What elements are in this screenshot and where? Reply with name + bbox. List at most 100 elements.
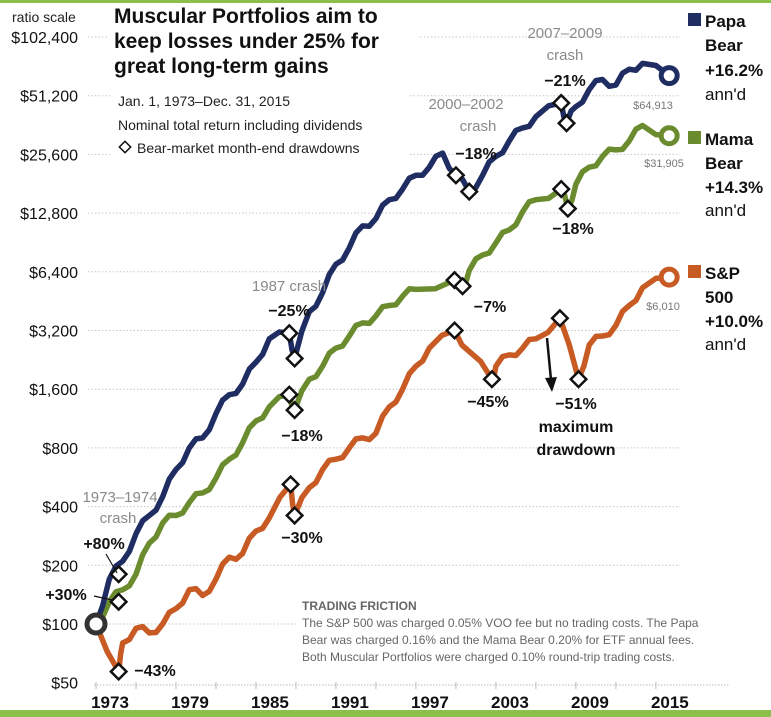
- top-border: [0, 0, 771, 3]
- legend-swatch-mama: [688, 131, 701, 144]
- legend-mama-line1: Mama: [705, 130, 754, 149]
- legend-papa-line2: Bear: [705, 36, 743, 55]
- annotation-minus51: −51%: [555, 396, 596, 413]
- drawdown-diamond: [285, 505, 305, 526]
- x-tick-label: 1979: [171, 693, 209, 712]
- end-point-marker: [658, 65, 680, 87]
- drawdown-diamond: [557, 113, 577, 133]
- annotation-crash-2000: 2000–2002: [428, 96, 503, 113]
- annotation-minus43: −43%: [134, 663, 175, 680]
- annotation-crash-1987: 1987 crash: [252, 278, 326, 295]
- legend-mama-return: +14.3%: [705, 178, 763, 197]
- x-tick-label: 2003: [491, 693, 529, 712]
- title-backdrop: [108, 4, 418, 84]
- end-value-papa: $64,913: [633, 100, 673, 112]
- drawdown-diamond: [281, 474, 301, 494]
- series-line-s-p-500: [93, 274, 672, 675]
- y-tick-label: $25,600: [20, 147, 78, 164]
- annotation-minus30: −30%: [281, 530, 322, 547]
- footnote-line-3: Both Muscular Portfolios were charged 0.…: [302, 650, 675, 664]
- subtitle-return-note: Nominal total return including dividends: [118, 117, 362, 133]
- drawdown-diamond: [279, 385, 299, 405]
- chart-title-line-1: Muscular Portfolios aim to: [114, 5, 378, 28]
- drawdown-diamond: [453, 276, 473, 296]
- y-tick-label: $1,600: [29, 382, 78, 399]
- x-tick-label: 1985: [251, 693, 289, 712]
- end-value-mama: $31,905: [644, 158, 684, 170]
- footnote-heading: TRADING FRICTION: [302, 599, 417, 613]
- legend-mama-line2: Bear: [705, 154, 743, 173]
- legend-swatch-papa: [688, 13, 701, 26]
- drawdown-diamond: [550, 308, 570, 328]
- drawdown-markers: [109, 93, 589, 682]
- annotation-crash-2007: 2007–2009: [527, 25, 602, 42]
- drawdown-diamond: [459, 182, 479, 202]
- annotation-crash-2007-sub: crash: [547, 47, 584, 64]
- x-tick-label: 1973: [91, 693, 129, 712]
- annotation-minus25: −25%: [268, 303, 309, 320]
- footnote-line-1: The S&P 500 was charged 0.05% VOO fee bu…: [302, 616, 699, 630]
- y-tick-label: $50: [51, 676, 78, 693]
- y-tick-label: $51,200: [20, 89, 78, 106]
- legend-papa-return: +16.2%: [705, 61, 763, 80]
- x-axis-labels: 1973 1979 1985 1991 1997 2003 2009 2015: [91, 693, 689, 712]
- drawdown-diamond: [109, 662, 129, 682]
- y-tick-label: $102,400: [11, 30, 78, 47]
- subtitle-backdrop: [110, 88, 410, 158]
- legend-sp500-line1: S&P: [705, 264, 740, 283]
- end-value-sp500: $6,010: [646, 301, 680, 313]
- start-point-marker: [84, 612, 108, 636]
- x-tick-label: 1991: [331, 693, 369, 712]
- annotation-minus21: −21%: [544, 73, 585, 90]
- footnote-backdrop: [298, 596, 723, 666]
- y-tick-label: $6,400: [29, 265, 78, 282]
- annotation-minus18-1987: −18%: [281, 428, 322, 445]
- legend: Papa Bear +16.2% ann'd Mama Bear +14.3% …: [688, 12, 763, 354]
- legend-sp500-line2: 500: [705, 288, 733, 307]
- drawdown-diamond: [445, 320, 465, 341]
- x-tick-label: 2015: [651, 693, 689, 712]
- y-axis-labels: $50 $100 $200 $400 $800 $1,600 $3,200 $6,400 $12…: [11, 30, 78, 693]
- y-tick-label: $400: [42, 500, 78, 517]
- drawdown-diamond: [551, 179, 571, 199]
- drawdown-diamond: [285, 400, 305, 420]
- legend-mama-note: ann'd: [705, 201, 746, 220]
- drawdown-diamond: [285, 348, 305, 369]
- legend-papa-note: ann'd: [705, 85, 746, 104]
- connector-80: [105, 553, 118, 574]
- drawdown-diamond: [109, 592, 129, 612]
- annotation-minus7: −7%: [474, 299, 506, 316]
- legend-sp500-note: ann'd: [705, 335, 746, 354]
- annotation-minus18-2007: −18%: [552, 221, 593, 238]
- subtitle-diamond-legend: Bear-market month-end drawdowns: [137, 140, 360, 156]
- annotation-crash-1973: 1973–1974: [82, 489, 157, 506]
- annotation-crash-2000-sub: crash: [460, 118, 497, 135]
- diamond-legend-icon: [118, 140, 132, 154]
- end-point-marker: [658, 125, 680, 147]
- y-tick-label: $12,800: [20, 206, 78, 223]
- end-point-marker: [658, 266, 680, 288]
- arrow-head-icon: [545, 377, 557, 392]
- drawdown-diamond: [569, 369, 589, 389]
- connector-30: [93, 595, 113, 601]
- annotation-plus30: +30%: [45, 587, 86, 604]
- y-tick-label: $3,200: [29, 324, 78, 341]
- annotation-maximum: maximum: [539, 419, 614, 436]
- x-tick-label: 2009: [571, 693, 609, 712]
- chart-title-line-2: keep losses under 25% for: [114, 30, 379, 53]
- annotation-crash-1973-sub: crash: [100, 510, 137, 527]
- footnote-line-2: Bear was charged 0.16% and the Mama Bear…: [302, 633, 694, 647]
- drawdown-diamond: [482, 369, 502, 389]
- subtitle-date-range: Jan. 1, 1973–Dec. 31, 2015: [118, 93, 290, 109]
- max-drawdown-arrow: [545, 337, 553, 381]
- y-tick-label: $800: [42, 441, 78, 458]
- drawdown-diamond: [558, 199, 578, 219]
- legend-swatch-sp500: [688, 265, 701, 278]
- x-tick-label: 1997: [411, 693, 449, 712]
- drawdown-diamond: [279, 323, 299, 343]
- y-tick-label: $100: [42, 617, 78, 634]
- annotation-plus80: +80%: [83, 536, 124, 553]
- y-tick-label: $200: [42, 558, 78, 575]
- drawdown-diamond: [551, 93, 571, 113]
- annotation-minus18-2000: −18%: [455, 146, 496, 163]
